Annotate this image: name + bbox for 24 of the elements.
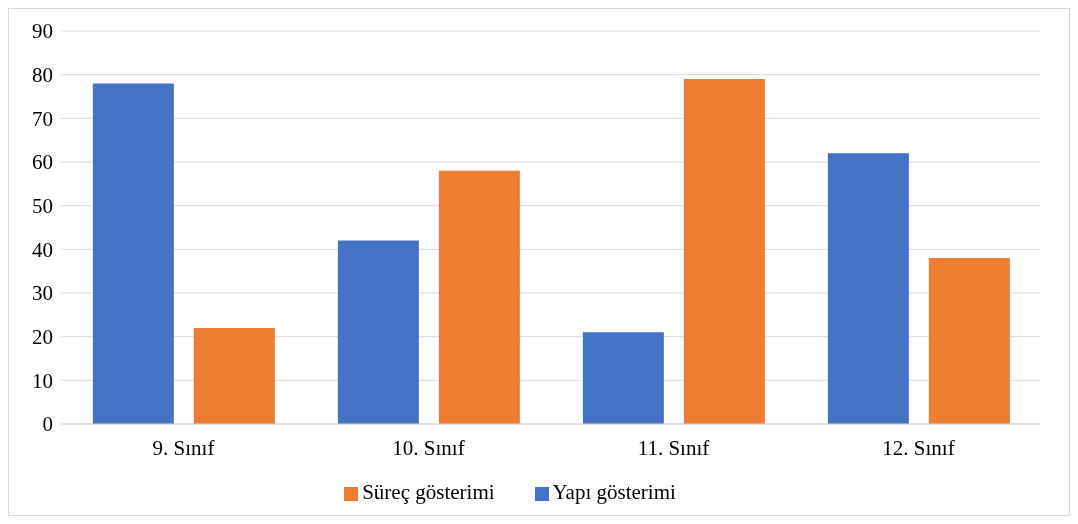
y-tick-label: 80 (32, 63, 53, 88)
y-tick-label: 50 (32, 194, 53, 219)
y-tick-label: 70 (32, 106, 53, 131)
bar (193, 327, 275, 424)
y-tick-label: 40 (32, 237, 53, 262)
bar (827, 153, 909, 424)
bar (582, 332, 664, 424)
bar (337, 240, 419, 424)
y-tick-label: 10 (32, 368, 53, 393)
y-tick-label: 20 (32, 325, 53, 350)
y-tick-label: 30 (32, 281, 53, 306)
legend-label: Süreç gösterimi (362, 480, 495, 504)
y-tick-label: 60 (32, 150, 53, 175)
bar (683, 79, 765, 424)
bar (92, 83, 174, 424)
y-tick-label: 0 (42, 412, 53, 437)
x-tick-label: 10. Sınıf (392, 435, 465, 460)
y-tick-label: 90 (32, 19, 53, 44)
x-tick-label: 11. Sınıf (637, 435, 710, 460)
x-tick-label: 9. Sınıf (152, 435, 215, 460)
legend-label: Yapı gösterimi (552, 480, 676, 504)
bar (438, 170, 520, 424)
bar (928, 258, 1010, 424)
x-tick-label: 12. Sınıf (882, 435, 955, 460)
